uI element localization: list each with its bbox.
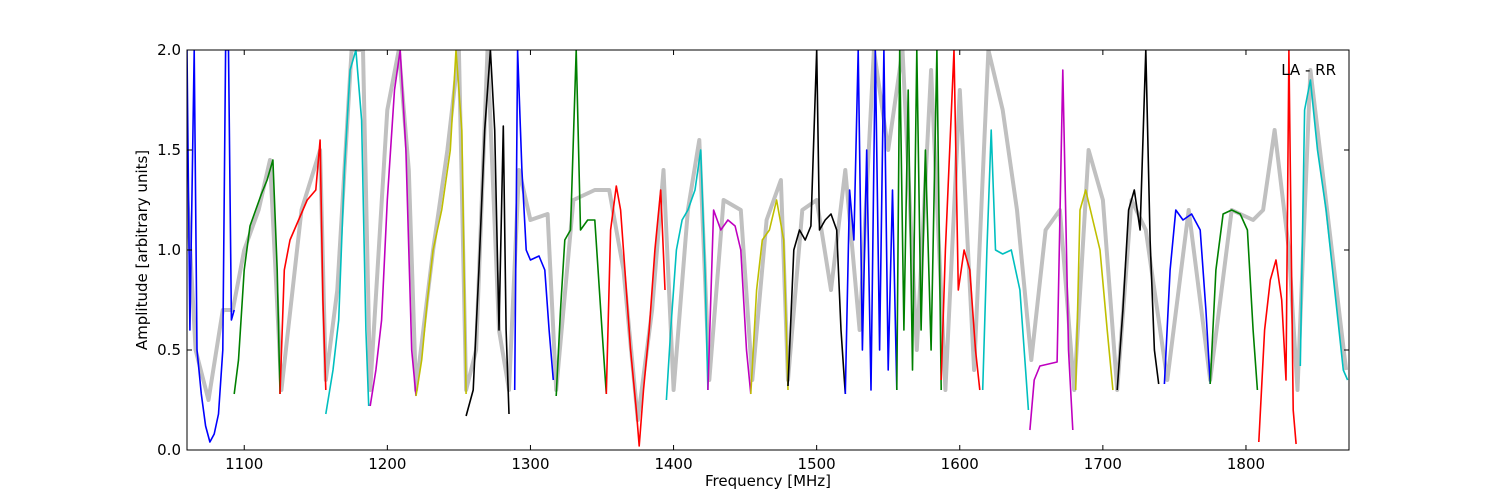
series-line-13 (750, 199, 789, 395)
ticks-layer: 1100 1200 1300 1400 1500 1600 1700 1800 0.0 0.5 1.… (157, 41, 1349, 473)
series-line-5 (369, 50, 417, 407)
series-line-18 (981, 129, 1030, 411)
series-line-1 (187, 50, 235, 443)
series-line-11 (665, 149, 709, 401)
series-line-15 (844, 50, 898, 395)
y-tick-label: 1.5 (157, 141, 181, 159)
series-line-8 (513, 50, 555, 391)
x-tick-label: 1300 (511, 455, 549, 473)
series-line-10 (605, 185, 666, 447)
y-tick-label: 0.0 (157, 441, 181, 459)
x-tick-label: 1400 (654, 455, 692, 473)
series-line-9 (555, 50, 608, 397)
series-line-4 (325, 50, 370, 415)
series-line-23 (1209, 209, 1259, 391)
series-line-22 (1163, 209, 1211, 385)
x-tick-label: 1500 (798, 455, 836, 473)
y-tick-label: 2.0 (157, 41, 181, 59)
x-tick-label: 1800 (1227, 455, 1265, 473)
series-line-20 (1074, 189, 1114, 391)
series-line-2 (233, 159, 281, 395)
series-line-21 (1116, 50, 1160, 391)
series-line-7 (465, 50, 510, 417)
x-tick-label: 1600 (941, 455, 979, 473)
series-line-25 (1299, 79, 1349, 381)
x-tick-label: 1700 (1084, 455, 1122, 473)
series-line-17 (940, 50, 981, 391)
series-line-19 (1029, 69, 1074, 431)
series-line-6 (415, 50, 467, 397)
series-line-16 (896, 50, 942, 391)
x-tick-label: 1200 (368, 455, 406, 473)
y-tick-label: 1.0 (157, 241, 181, 259)
series-line-14 (787, 50, 847, 395)
panel-annotation: LA - RR (1281, 61, 1336, 79)
background-spectrum-layer (187, 50, 1349, 422)
series-line-3 (279, 139, 327, 395)
x-axis-label: Frequency [MHz] (705, 472, 831, 490)
y-tick-label: 0.5 (157, 341, 181, 359)
series-layer (187, 50, 1349, 447)
y-axis-label: Amplitude [arbitrary units] (133, 150, 151, 350)
series-line-12 (707, 209, 752, 395)
series-line-24 (1258, 50, 1297, 445)
x-tick-label: 1100 (225, 455, 263, 473)
background-spectrum-line (187, 50, 1349, 422)
